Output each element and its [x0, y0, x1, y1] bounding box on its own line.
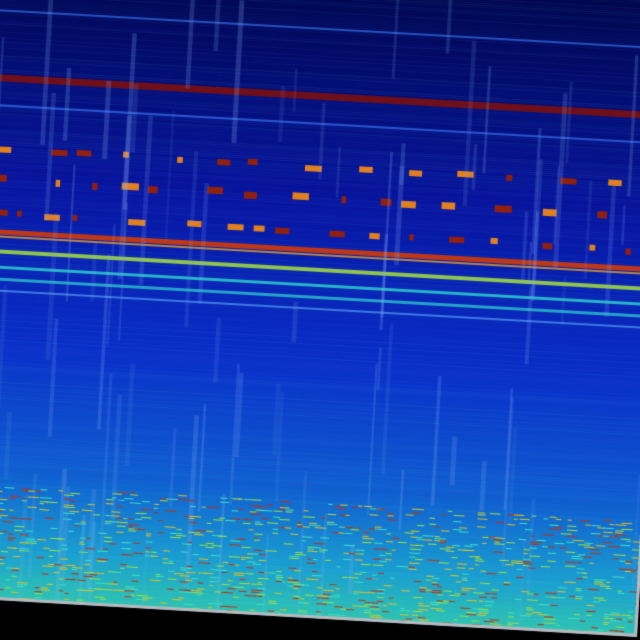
spectrogram-image — [0, 0, 640, 640]
spectrogram-canvas — [0, 0, 640, 640]
